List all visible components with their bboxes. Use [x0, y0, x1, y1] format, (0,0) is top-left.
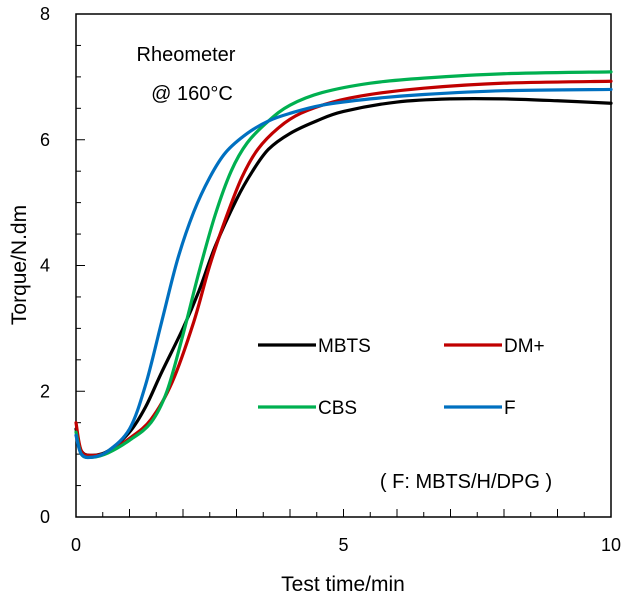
x-tick-label: 5	[338, 535, 348, 555]
annotation-title-line2: @ 160°C	[151, 83, 233, 105]
x-tick-label: 0	[71, 535, 81, 555]
axis-ticks: 0 5 10 0 2 4 6 8	[40, 4, 621, 555]
y-axis-title: Torque/N.dm	[8, 205, 31, 325]
annotation-note: ( F: MBTS/H/DPG )	[380, 471, 552, 493]
legend-label: CBS	[318, 398, 357, 419]
y-tick-label: 2	[40, 381, 50, 401]
y-tick-label: 0	[40, 507, 50, 527]
x-tick-label: 10	[601, 535, 621, 555]
series-layer	[74, 70, 613, 460]
legend-label: DM+	[504, 336, 545, 357]
legend-label: F	[504, 398, 516, 419]
x-axis-title: Test time/min	[281, 573, 405, 596]
series-line-f	[74, 87, 613, 460]
legend-label: MBTS	[318, 336, 371, 357]
y-tick-label: 4	[40, 256, 50, 276]
annotation-title-line1: Rheometer	[137, 44, 236, 66]
legend: MBTS DM+ CBS F	[258, 336, 545, 419]
y-tick-label: 6	[40, 130, 50, 150]
y-tick-label: 8	[40, 4, 50, 24]
